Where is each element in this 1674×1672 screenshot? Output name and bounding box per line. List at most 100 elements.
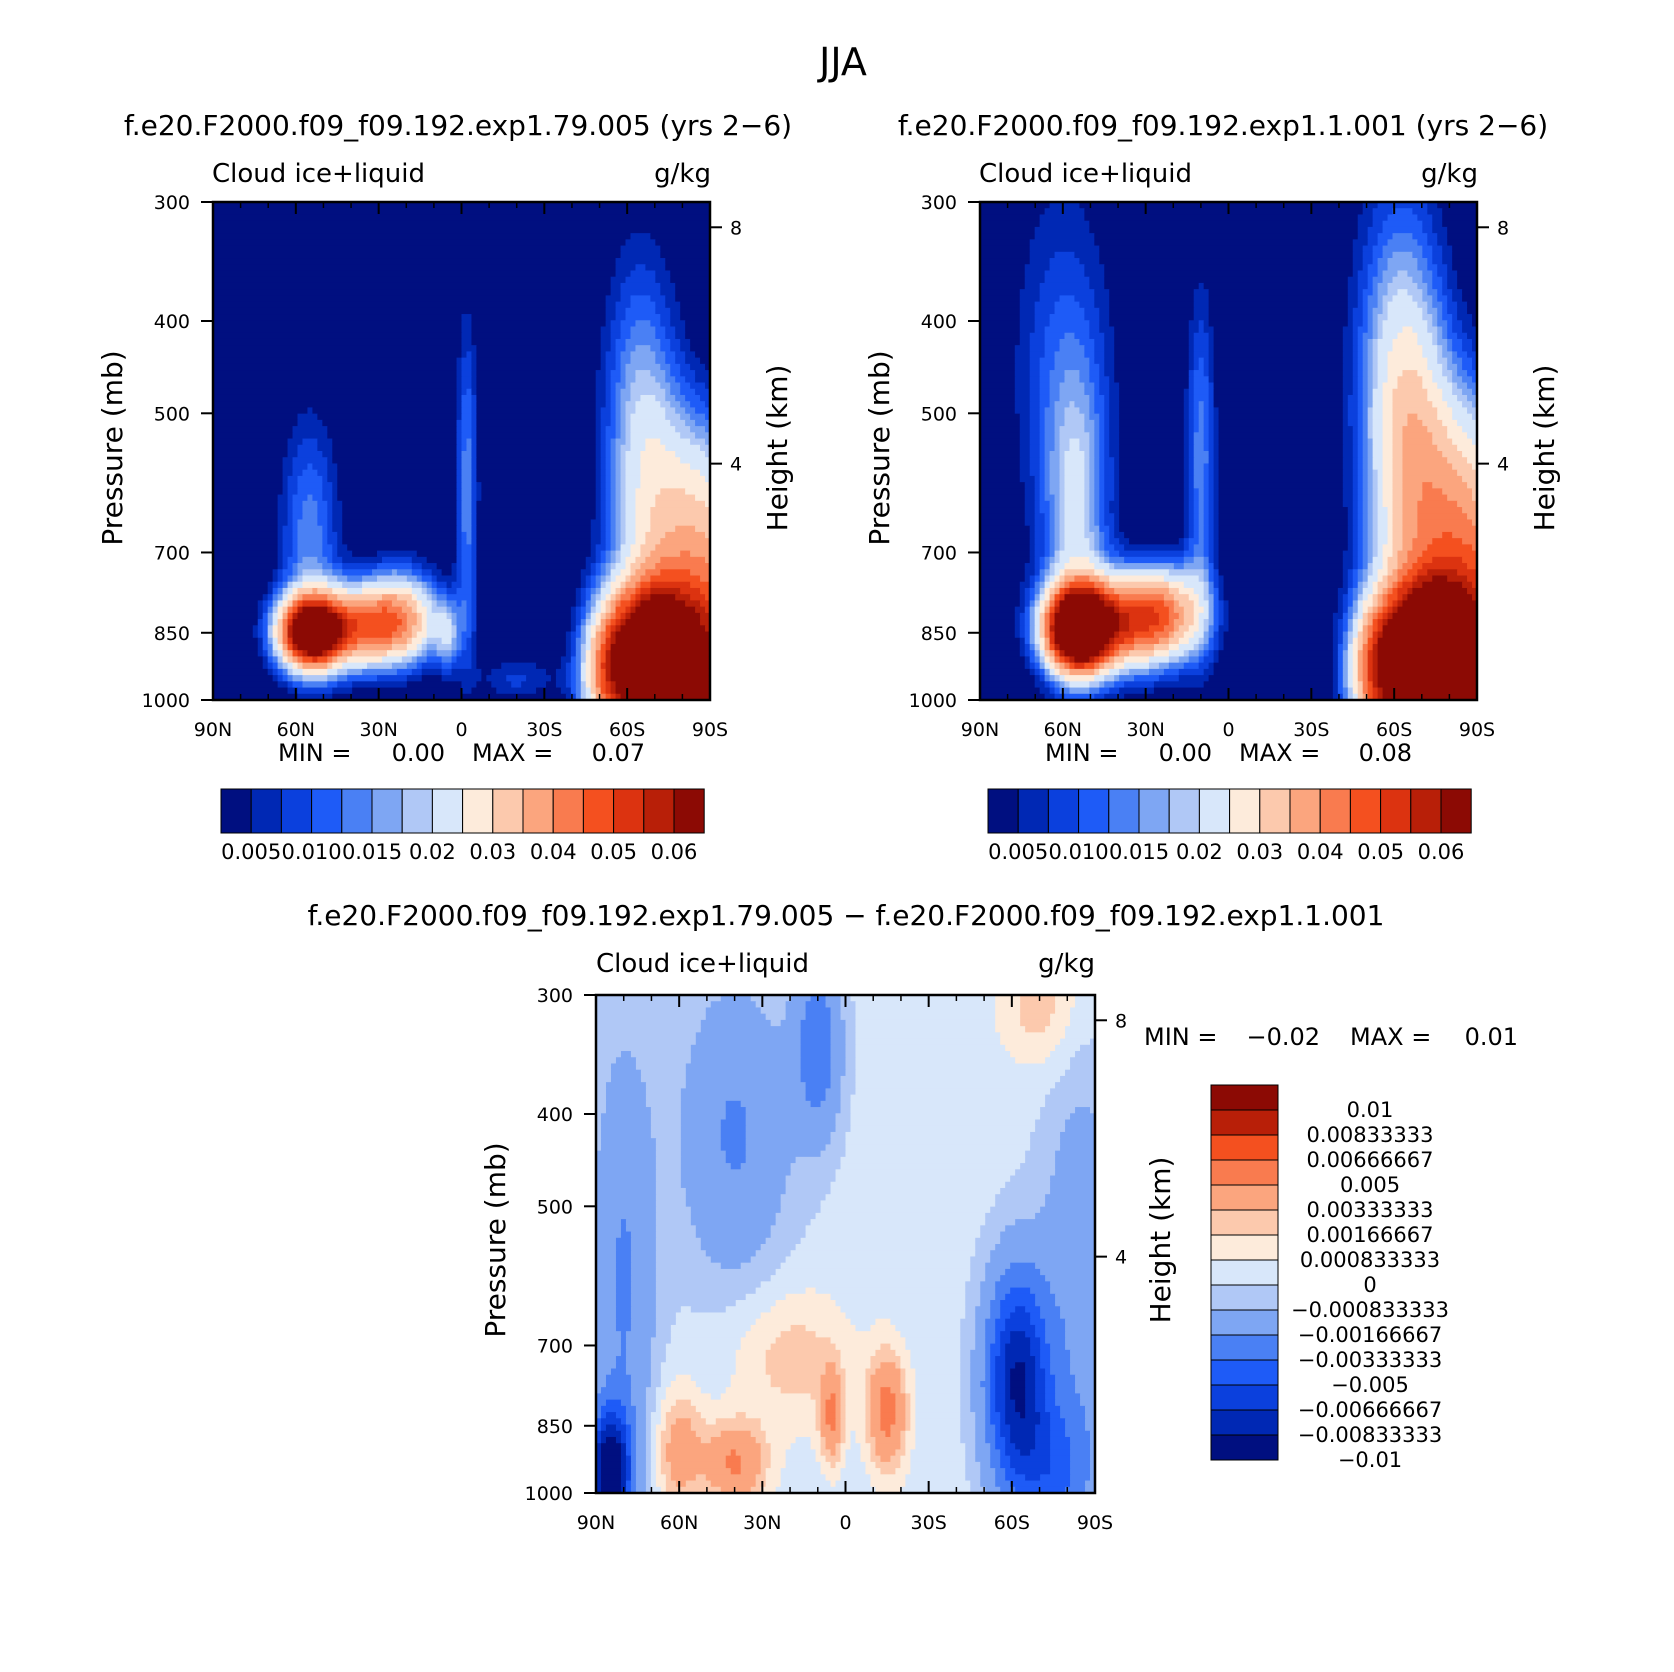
field-cell xyxy=(1427,233,1438,240)
field-cell xyxy=(675,451,706,458)
field-cell xyxy=(680,587,701,595)
field-cell xyxy=(595,600,602,608)
field-cell xyxy=(625,432,632,440)
field-cell xyxy=(1442,214,1477,222)
field-cell xyxy=(1045,1368,1051,1376)
field-cell xyxy=(476,600,577,608)
field-cell xyxy=(1362,413,1369,421)
field-cell xyxy=(1422,245,1433,253)
field-cell xyxy=(292,643,299,651)
field-cell xyxy=(1005,1368,1011,1376)
field-cell xyxy=(1432,438,1453,446)
field-cell xyxy=(297,594,304,601)
field-cell xyxy=(1084,494,1090,502)
field-cell xyxy=(431,606,448,614)
field-cell xyxy=(596,1069,612,1077)
field-cell xyxy=(1034,650,1041,658)
field-cell xyxy=(1442,276,1448,284)
field-cell xyxy=(471,370,478,377)
field-cell xyxy=(1337,594,1344,601)
field-cell xyxy=(625,1362,652,1370)
field-cell xyxy=(596,1424,602,1432)
field-cell xyxy=(1049,488,1061,496)
field-cell xyxy=(1337,675,1344,682)
field-cell xyxy=(476,538,592,545)
field-cell xyxy=(1059,650,1066,658)
field-cell xyxy=(1208,675,1334,682)
field-cell xyxy=(456,438,463,446)
field-cell xyxy=(675,1312,762,1320)
field-cell xyxy=(1382,587,1389,595)
field-cell xyxy=(1029,351,1046,359)
field-cell xyxy=(1049,513,1056,521)
field-cell xyxy=(665,332,676,340)
field-cell xyxy=(1029,656,1036,664)
field-cell xyxy=(1059,345,1085,352)
field-cell xyxy=(1362,432,1369,440)
field-cell xyxy=(595,432,602,440)
field-cell xyxy=(282,625,289,633)
field-cell xyxy=(456,426,463,433)
field-cell xyxy=(342,631,348,639)
field-cell xyxy=(680,1144,722,1152)
field-cell xyxy=(985,1343,991,1351)
field-cell xyxy=(575,643,582,651)
field-cell xyxy=(282,587,289,595)
field-cell xyxy=(342,625,348,633)
field-cell xyxy=(596,1187,657,1195)
field-cell xyxy=(1203,556,1210,564)
field-cell xyxy=(1119,513,1185,521)
field-cell xyxy=(980,239,1031,247)
field-cell xyxy=(1347,575,1354,583)
field-cell xyxy=(302,650,309,658)
field-cell xyxy=(630,388,666,396)
field-cell xyxy=(1208,307,1349,315)
field-cell xyxy=(590,675,597,682)
field-cell xyxy=(1039,594,1046,601)
field-cell xyxy=(1462,538,1477,545)
field-cell xyxy=(1372,469,1379,477)
field-cell xyxy=(975,1250,991,1258)
field-cell xyxy=(1089,226,1359,234)
field-cell xyxy=(605,625,612,633)
field-cell xyxy=(347,668,363,676)
field-cell xyxy=(1362,419,1369,427)
field-cell xyxy=(755,1001,787,1009)
panel-1-right-label: g/kg xyxy=(654,159,711,189)
field-cell xyxy=(1094,544,1100,552)
field-cell xyxy=(1397,382,1423,390)
field-cell xyxy=(1377,338,1394,346)
field-cell xyxy=(1070,1019,1095,1027)
field-cell xyxy=(990,1368,996,1376)
field-cell xyxy=(471,619,478,626)
field-cell xyxy=(705,426,710,433)
field-cell xyxy=(1372,550,1379,558)
field-cell xyxy=(620,525,627,533)
field-cell xyxy=(322,550,333,558)
field-cell xyxy=(600,675,607,682)
field-cell xyxy=(1397,289,1409,296)
field-cell xyxy=(1223,619,1230,626)
field-cell xyxy=(471,600,478,608)
field-cell xyxy=(1357,544,1364,552)
field-cell xyxy=(605,612,612,620)
field-cell xyxy=(970,1262,986,1270)
field-cell xyxy=(980,251,1031,259)
field-cell xyxy=(406,612,418,620)
field-cell xyxy=(1089,394,1095,402)
field-cell xyxy=(1392,401,1433,409)
field-cell xyxy=(1054,581,1061,589)
field-cell xyxy=(213,401,458,409)
field-cell xyxy=(1372,675,1379,682)
field-cell xyxy=(1014,631,1021,639)
field-cell xyxy=(213,270,617,278)
field-cell xyxy=(965,1306,976,1314)
field-cell xyxy=(660,401,671,409)
field-cell xyxy=(1342,345,1354,352)
field-cell xyxy=(287,625,294,633)
field-cell xyxy=(1402,438,1433,446)
field-cell xyxy=(1119,687,1155,695)
field-cell xyxy=(302,500,318,508)
field-cell xyxy=(536,662,562,670)
field-cell xyxy=(1109,307,1195,315)
